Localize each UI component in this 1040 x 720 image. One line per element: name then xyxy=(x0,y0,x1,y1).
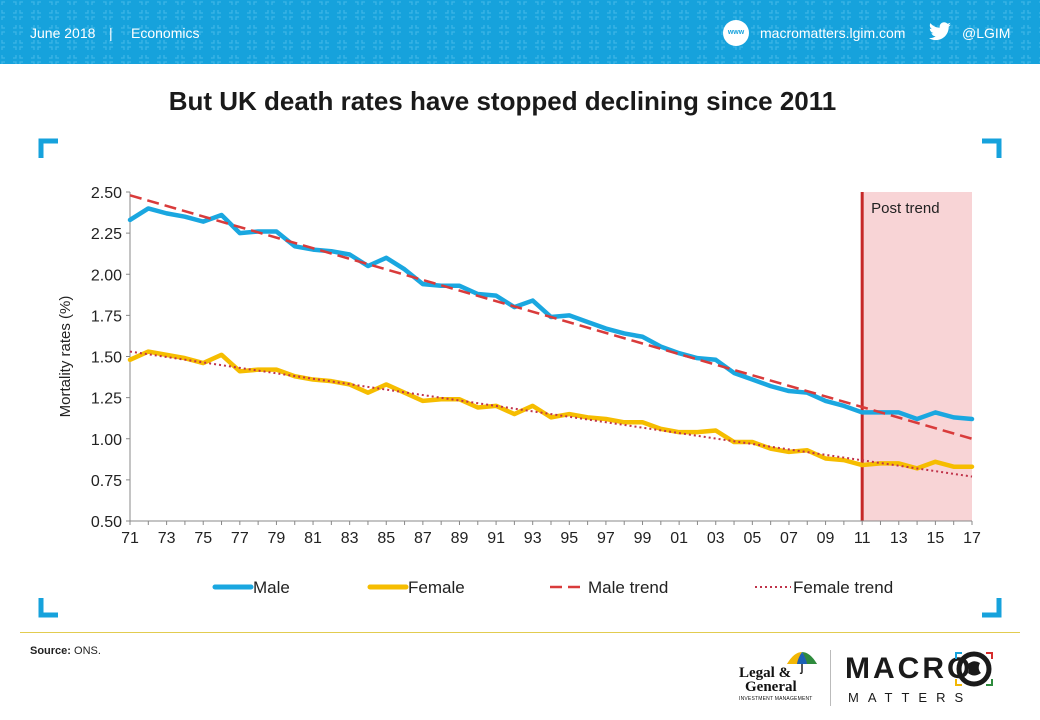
x-tick-label: 15 xyxy=(926,530,944,547)
y-tick-label: 2.50 xyxy=(91,185,122,202)
x-tick-label: 85 xyxy=(377,530,395,547)
legal-general-logo: Legal & General INVESTMENT MANAGEMENT xyxy=(735,650,825,706)
header-date: June 2018 xyxy=(30,25,96,41)
legend: Male Female Male trend Female trend xyxy=(212,578,893,597)
x-tick-label: 07 xyxy=(780,530,798,547)
footer-divider xyxy=(20,632,1020,633)
legend-label-male: Male xyxy=(253,578,290,597)
x-tick-label: 05 xyxy=(743,530,761,547)
x-tick-label: 89 xyxy=(451,530,469,547)
y-tick-label: 1.00 xyxy=(91,432,122,449)
legend-label-female: Female xyxy=(408,578,465,597)
umbrella-icon xyxy=(787,652,817,674)
chart: Post trend 2.50 2.25 2.00 1.75 1.50 1.25 1.00 0… xyxy=(57,185,981,597)
series-male-line xyxy=(127,206,975,422)
x-tick-label: 71 xyxy=(121,530,139,547)
header-website-link[interactable]: macromatters.lgim.com xyxy=(760,25,906,41)
y-tick-label: 0.75 xyxy=(91,473,122,490)
legend-label-male-trend: Male trend xyxy=(588,578,668,597)
lg-subtitle: INVESTMENT MANAGEMENT xyxy=(739,696,813,702)
header-separator: | xyxy=(109,25,113,41)
x-tick-label: 11 xyxy=(854,530,871,547)
header-pattern xyxy=(0,0,1040,64)
x-tick-label: 93 xyxy=(524,530,542,547)
x-tick-label: 79 xyxy=(268,530,286,547)
x-tick-label: 75 xyxy=(194,530,212,547)
header-category[interactable]: Economics xyxy=(131,25,200,41)
y-tick-label: 2.00 xyxy=(91,267,122,284)
post-trend-band xyxy=(862,192,972,521)
y-axis-label: Mortality rates (%) xyxy=(57,296,74,418)
header-bar: June 2018 | Economics www macromatters.l… xyxy=(0,0,1040,64)
series-layer xyxy=(127,194,975,478)
y-tick-label: 2.25 xyxy=(91,226,122,243)
source-note: Source: ONS. xyxy=(30,645,101,657)
x-tick-label: 03 xyxy=(707,530,725,547)
lg-line1: Legal & xyxy=(739,665,792,681)
matters-wordmark: MATTERS xyxy=(848,690,973,705)
post-trend-label: Post trend xyxy=(871,200,939,217)
corner-bracket-bottom-left xyxy=(38,598,58,618)
macro-o-globe-icon xyxy=(955,651,993,687)
x-tick-label: 77 xyxy=(231,530,249,547)
x-tick-label: 91 xyxy=(487,530,505,547)
series-female-trend-line xyxy=(129,350,973,478)
x-tick-label: 87 xyxy=(414,530,432,547)
corner-bracket-bottom-right xyxy=(982,598,1002,618)
header-twitter-handle[interactable]: @LGIM xyxy=(962,25,1011,41)
series-male-trend-line xyxy=(129,194,973,440)
series-female-line xyxy=(127,349,975,471)
y-tick-label: 1.25 xyxy=(91,391,122,408)
corner-bracket-top-right xyxy=(982,138,1002,158)
x-tick-label: 09 xyxy=(817,530,835,547)
corner-bracket-top-left xyxy=(38,138,58,158)
source-value: ONS. xyxy=(74,645,101,657)
legend-label-female-trend: Female trend xyxy=(793,578,893,597)
x-tick-label: 17 xyxy=(963,530,981,547)
macro-wordmark: MACRO xyxy=(845,652,974,685)
x-tick-label: 97 xyxy=(597,530,615,547)
x-tick-label: 99 xyxy=(634,530,652,547)
x-tick-label: 13 xyxy=(890,530,908,547)
x-tick-label: 83 xyxy=(341,530,359,547)
x-tick-label: 95 xyxy=(560,530,578,547)
y-tick-label: 1.50 xyxy=(91,350,122,367)
source-label: Source: xyxy=(30,645,71,657)
y-tick-label: 0.50 xyxy=(91,514,122,531)
x-tick-label: 81 xyxy=(304,530,322,547)
lg-line2: General xyxy=(745,679,797,695)
website-icon: www xyxy=(723,20,749,46)
twitter-icon[interactable] xyxy=(928,22,952,42)
x-tick-label: 01 xyxy=(670,530,688,547)
chart-title: But UK death rates have stopped declinin… xyxy=(168,86,837,116)
y-tick-label: 1.75 xyxy=(91,308,122,325)
logo-divider xyxy=(830,650,831,706)
x-tick-label: 73 xyxy=(158,530,176,547)
